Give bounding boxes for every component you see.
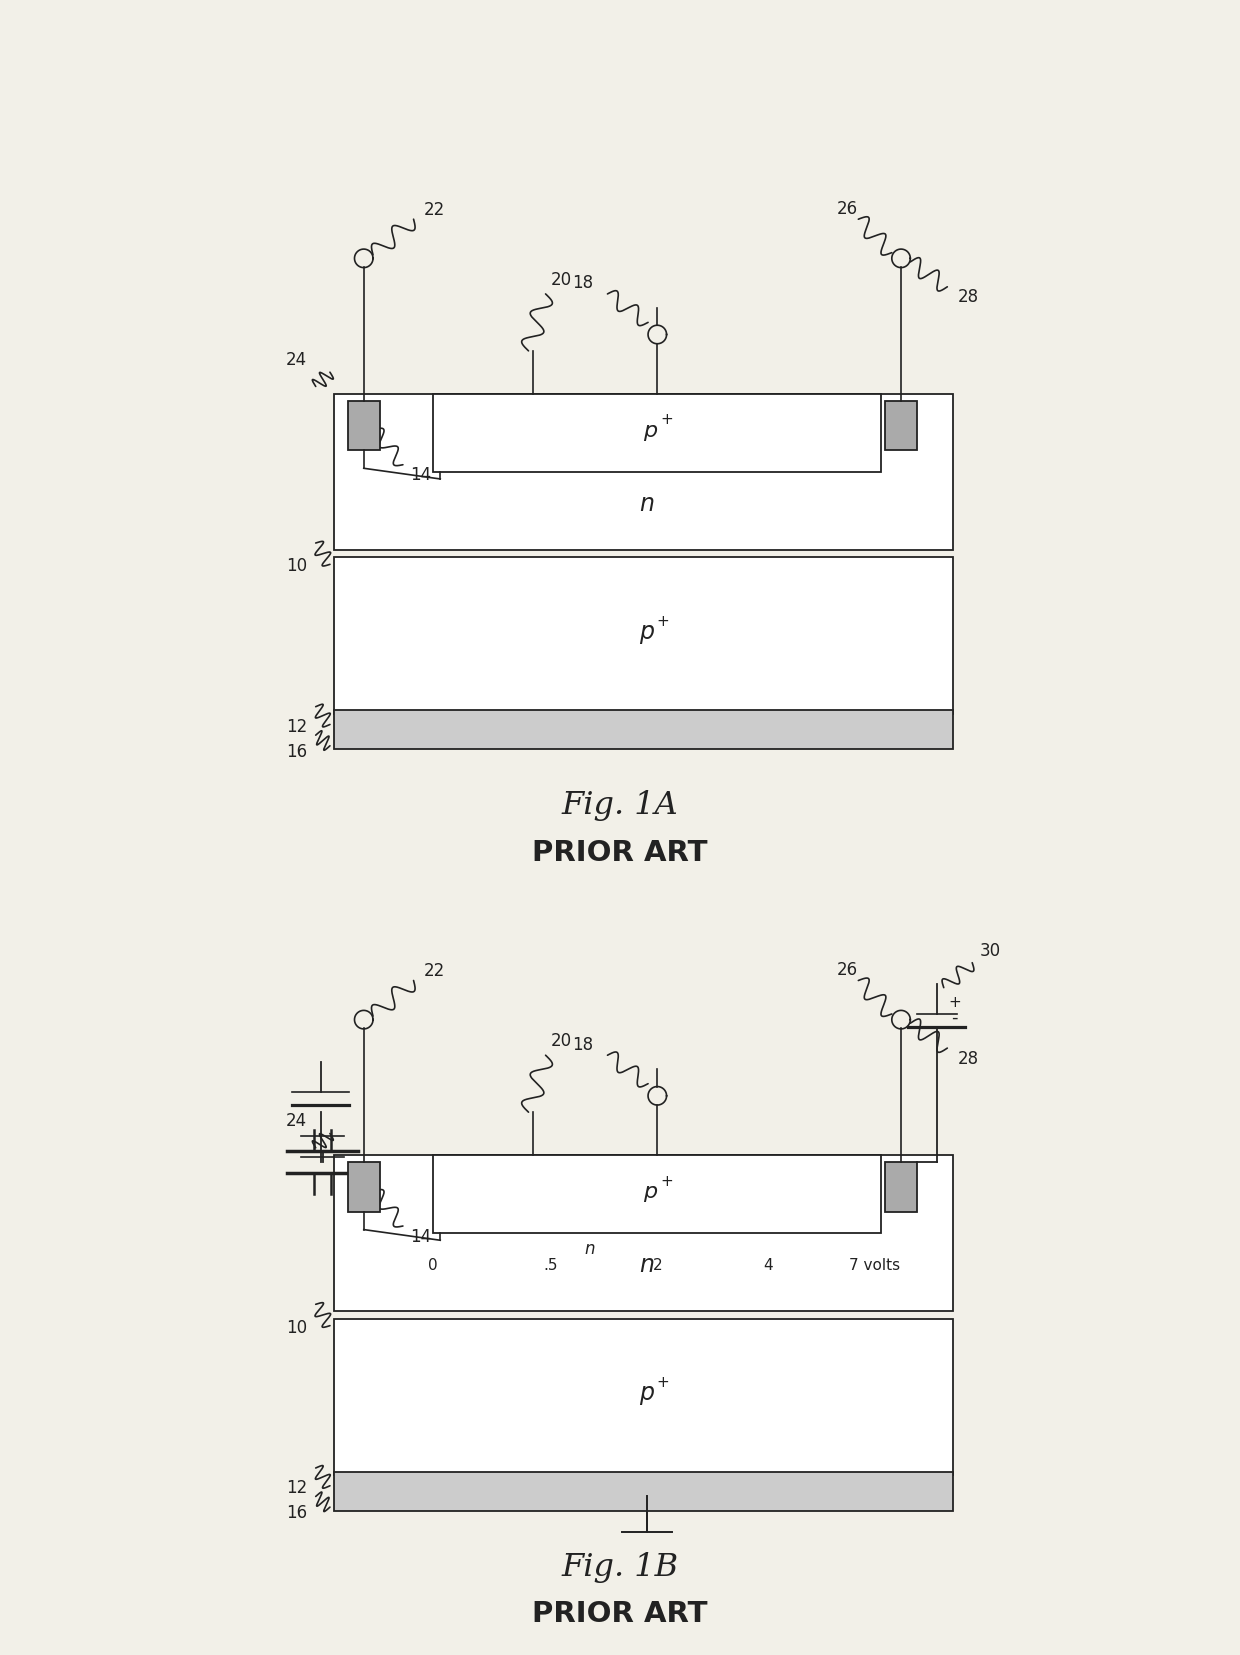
Text: 0: 0 xyxy=(428,1258,438,1273)
Text: 7 volts: 7 volts xyxy=(849,1258,900,1273)
Bar xyxy=(334,1155,952,1311)
Bar xyxy=(347,401,379,450)
Text: 24: 24 xyxy=(286,1112,308,1130)
Text: n: n xyxy=(639,492,655,516)
Text: 16: 16 xyxy=(286,743,308,761)
Text: 14: 14 xyxy=(410,1228,432,1246)
Bar xyxy=(334,1319,952,1475)
Text: 22: 22 xyxy=(424,200,445,218)
Text: 4: 4 xyxy=(763,1258,773,1273)
Text: PRIOR ART: PRIOR ART xyxy=(532,1600,708,1629)
Bar xyxy=(885,401,918,450)
Text: +: + xyxy=(660,1173,673,1188)
Text: 28: 28 xyxy=(959,1049,980,1067)
Text: 20: 20 xyxy=(551,271,572,288)
Text: n: n xyxy=(639,1253,655,1278)
Bar xyxy=(334,558,952,713)
Text: p: p xyxy=(644,1182,657,1202)
Text: +: + xyxy=(657,614,670,629)
Text: 14: 14 xyxy=(410,467,432,485)
Text: 30: 30 xyxy=(980,942,1001,960)
Text: .5: .5 xyxy=(543,1258,558,1273)
Text: 24: 24 xyxy=(286,351,308,369)
Text: PRIOR ART: PRIOR ART xyxy=(532,839,708,867)
Text: 10: 10 xyxy=(286,558,308,576)
Text: 18: 18 xyxy=(572,1036,593,1054)
Text: Fig. 1B: Fig. 1B xyxy=(562,1551,678,1582)
Text: 10: 10 xyxy=(286,1319,308,1337)
Text: p: p xyxy=(639,621,655,644)
Text: 26: 26 xyxy=(837,200,858,217)
Bar xyxy=(347,1162,379,1211)
Text: 2: 2 xyxy=(652,1258,662,1273)
Text: 12: 12 xyxy=(286,718,308,735)
Text: 16: 16 xyxy=(286,1504,308,1523)
Text: 20: 20 xyxy=(551,1033,572,1049)
Text: +: + xyxy=(657,1375,670,1390)
Bar xyxy=(334,394,952,549)
Text: 22: 22 xyxy=(424,962,445,980)
Text: Fig. 1A: Fig. 1A xyxy=(562,789,678,821)
Text: n: n xyxy=(584,1240,595,1258)
Text: 12: 12 xyxy=(286,1480,308,1496)
Text: +: + xyxy=(660,412,673,427)
Bar xyxy=(433,1155,882,1233)
Text: 28: 28 xyxy=(959,288,980,306)
Text: 26: 26 xyxy=(837,962,858,978)
Bar xyxy=(885,1162,918,1211)
Bar xyxy=(334,1471,952,1511)
Text: p: p xyxy=(644,420,657,440)
Bar xyxy=(334,710,952,750)
Text: p: p xyxy=(639,1382,655,1405)
Bar xyxy=(433,394,882,472)
Text: +: + xyxy=(949,995,961,1010)
Text: 18: 18 xyxy=(572,275,593,293)
Text: -: - xyxy=(951,1010,957,1028)
